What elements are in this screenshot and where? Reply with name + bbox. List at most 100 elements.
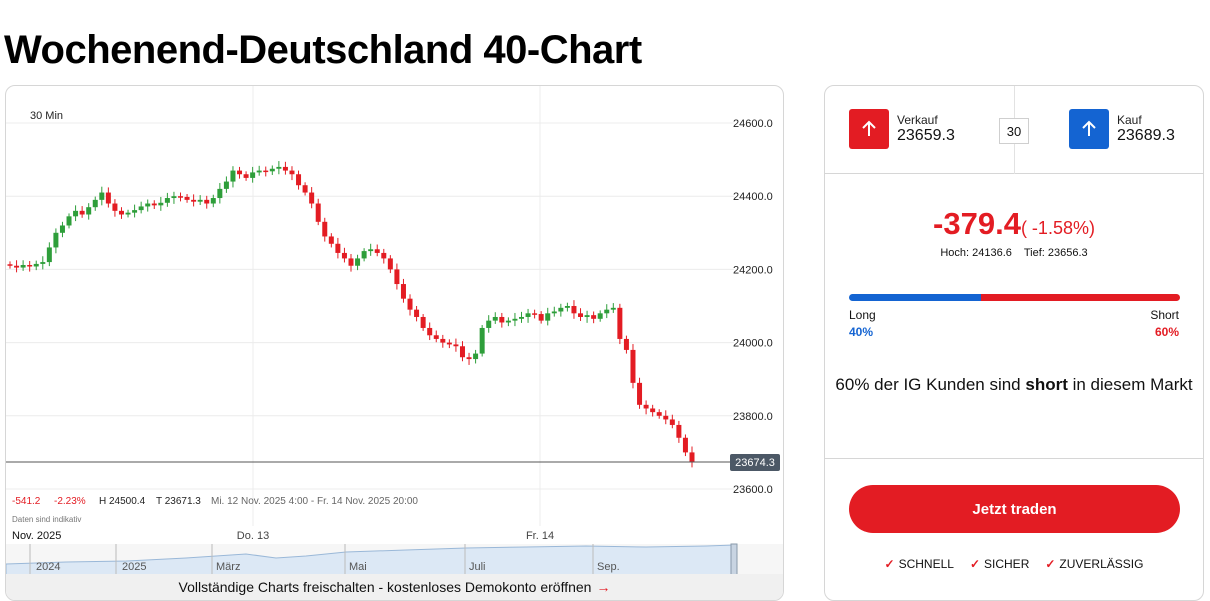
check-icon: ✓	[884, 557, 895, 571]
price-change: -379.4( -1.58%)	[825, 206, 1203, 242]
check-icon: ✓	[969, 557, 981, 571]
check-icon: ✓	[1045, 557, 1056, 571]
candle-body	[132, 210, 138, 213]
price-row: Verkauf 23659.3 30 Kauf 23689.3	[825, 86, 1203, 174]
stat-range: Mi. 12 Nov. 2025 4:00 - Fr. 14 Nov. 2025…	[211, 496, 418, 507]
candle-body	[145, 203, 151, 207]
feature-item: ✓ SICHER	[970, 557, 1029, 571]
candle-body	[282, 166, 288, 171]
chart-panel[interactable]: 24600.0 24400.0 24200.0 24000.0 23800.0 23600…	[5, 85, 784, 601]
candle-body	[473, 353, 479, 360]
candle-body	[551, 311, 557, 314]
candle-body	[650, 408, 656, 413]
candle-body	[79, 210, 85, 215]
sell-button[interactable]	[849, 109, 889, 149]
stat-pct: -2.23%	[54, 496, 86, 507]
y-tick-label: 24600.0	[733, 118, 773, 130]
long-label: Long	[849, 308, 876, 322]
change-value: -379.4	[933, 206, 1021, 241]
current-price-tag	[730, 454, 780, 471]
feature-label: SCHNELL	[898, 557, 954, 571]
candle-body	[158, 202, 164, 206]
candle-body	[250, 172, 256, 178]
candle-body	[571, 306, 577, 314]
navigator-label: März	[216, 561, 240, 573]
candle-body	[138, 206, 144, 211]
candle-body	[269, 168, 275, 172]
candle-body	[204, 199, 210, 204]
candle-body	[512, 318, 518, 321]
trade-now-button[interactable]: Jetzt traden	[849, 485, 1180, 533]
candle-body	[479, 327, 485, 354]
candle-body	[178, 196, 183, 198]
candle-body	[230, 170, 236, 182]
candle-body	[53, 232, 59, 248]
candle-body	[584, 315, 590, 317]
candle-body	[407, 298, 413, 310]
y-tick-label: 23600.0	[733, 484, 773, 496]
day-label-1: Do. 13	[237, 530, 269, 542]
candle-body	[86, 207, 92, 215]
candle-body	[643, 404, 649, 409]
candle-body	[682, 437, 688, 453]
candle-body	[604, 309, 610, 314]
candle-body	[164, 198, 170, 203]
candle-body	[263, 170, 269, 173]
candle-body	[656, 412, 662, 416]
low-value: Tief: 23656.3	[1023, 247, 1088, 259]
candle-body	[46, 247, 52, 263]
candle-body	[427, 327, 433, 336]
candle-body	[394, 269, 400, 285]
candle-body	[453, 344, 459, 347]
page-title: Wochenend-Deutschland 40-Chart	[4, 28, 642, 72]
navigator-handle[interactable]	[730, 543, 738, 576]
navigator-label: 2024	[36, 561, 60, 573]
navigator-label: Mai	[349, 561, 367, 573]
candle-body	[341, 252, 347, 259]
candle-body	[617, 307, 623, 339]
month-label: Nov. 2025	[12, 530, 61, 542]
candle-body	[578, 313, 584, 317]
candle-body	[27, 265, 33, 267]
arrow-up-icon	[862, 120, 876, 136]
candle-body	[73, 210, 79, 217]
unlock-charts-link[interactable]: Vollständige Charts freischalten - koste…	[6, 574, 783, 600]
stat-high: H 24500.4	[99, 496, 146, 507]
candle-body	[276, 166, 282, 169]
candle-body	[328, 236, 334, 244]
candle-body	[118, 210, 124, 215]
candle-body	[519, 316, 524, 319]
candle-body	[492, 316, 498, 321]
candle-body	[40, 262, 46, 264]
feature-label: SICHER	[984, 557, 1030, 571]
feature-item: ✓ ZUVERLÄSSIG	[1045, 557, 1143, 571]
buy-button[interactable]	[1069, 109, 1109, 149]
candle-body	[237, 170, 243, 175]
candle-body	[217, 188, 223, 199]
features-list: ✓ SCHNELL ✓ SICHER ✓ ZUVERLÄSSIG	[825, 557, 1203, 571]
sentiment-text-bold: short	[1025, 375, 1068, 394]
candle-body	[191, 199, 197, 202]
candle-body	[355, 258, 361, 266]
sentiment-short-fill	[981, 294, 1180, 301]
sell-box[interactable]: Verkauf 23659.3	[849, 109, 955, 149]
candle-body	[210, 198, 216, 204]
y-tick-label: 24400.0	[733, 191, 773, 203]
candle-body	[400, 284, 406, 299]
candle-body	[499, 316, 505, 323]
candle-body	[558, 307, 564, 312]
unlock-text: Vollständige Charts freischalten - koste…	[178, 579, 592, 595]
price-chart[interactable]: 24600.0 24400.0 24200.0 24000.0 23800.0 23600…	[6, 86, 784, 576]
short-pct: 60%	[1154, 325, 1179, 339]
day-label-2: Fr. 14	[526, 530, 554, 542]
candle-body	[92, 199, 98, 208]
candle-body	[20, 265, 26, 268]
buy-box[interactable]: Kauf 23689.3	[1069, 109, 1175, 149]
candle-body	[361, 251, 367, 259]
candle-body	[538, 314, 544, 321]
interval-label[interactable]: 30 Min	[30, 110, 63, 122]
navigator-label: Juli	[469, 561, 486, 573]
change-pct: ( -1.58%)	[1020, 218, 1095, 238]
candle-body	[637, 382, 643, 405]
